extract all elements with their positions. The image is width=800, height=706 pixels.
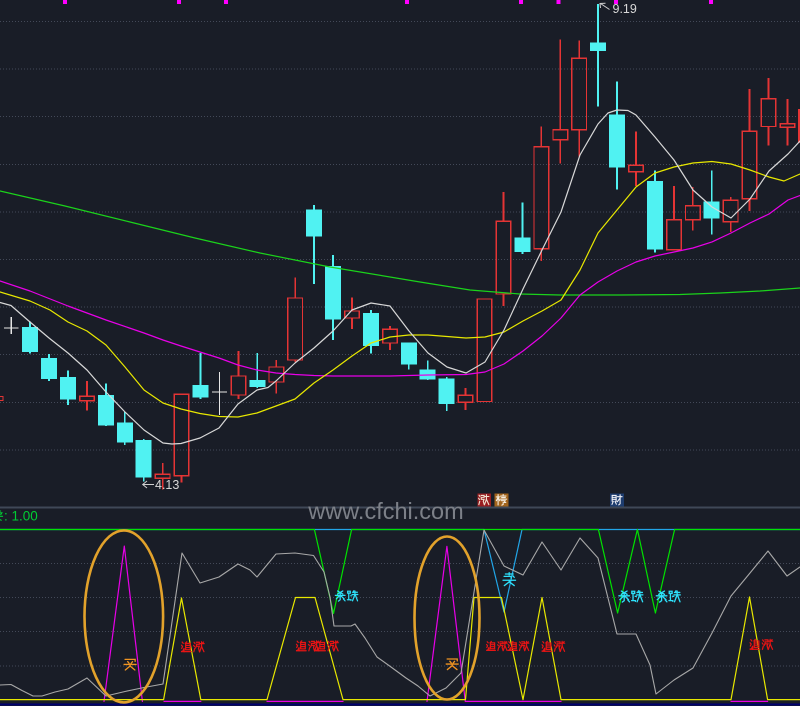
svg-text:: 1.00: : 1.00: [4, 509, 38, 524]
svg-text:www.cfchi.com: www.cfchi.com: [307, 498, 463, 524]
svg-text:9.19: 9.19: [613, 2, 637, 16]
svg-text:4.13: 4.13: [155, 478, 179, 492]
